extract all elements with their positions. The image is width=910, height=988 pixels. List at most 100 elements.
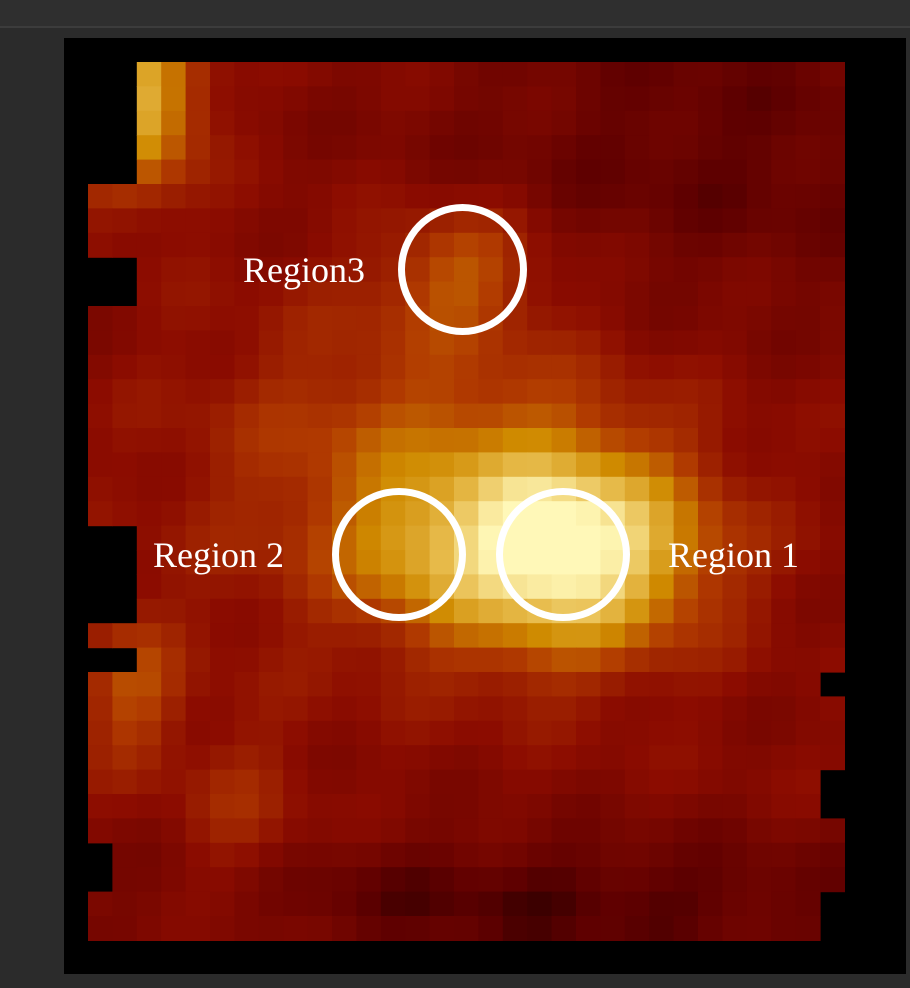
region-2-circle[interactable] <box>332 488 466 621</box>
heatmap-pixel <box>551 647 577 673</box>
heatmap-pixel <box>88 330 113 356</box>
heatmap-pixel <box>795 891 821 917</box>
heatmap-pixel <box>771 208 797 234</box>
heatmap-pixel <box>356 428 382 453</box>
heatmap-pixel <box>258 696 284 722</box>
heatmap-pixel <box>161 891 187 917</box>
heatmap-pixel <box>136 525 162 551</box>
heatmap-pixel <box>380 818 406 844</box>
heatmap-pixel <box>454 794 479 819</box>
heatmap-pixel <box>624 306 650 331</box>
heatmap-pixel <box>698 794 723 819</box>
heatmap-pixel <box>502 720 528 746</box>
heatmap-pixel <box>210 598 235 624</box>
heatmap-pixel <box>307 452 333 478</box>
heatmap-pixel <box>624 257 650 283</box>
heatmap-pixel <box>698 208 723 234</box>
heatmap-pixel <box>551 86 577 112</box>
heatmap-pixel <box>746 574 772 600</box>
heatmap-pixel <box>258 159 284 185</box>
heatmap-pixel <box>454 452 479 478</box>
heatmap-pixel <box>698 159 723 185</box>
heatmap-pixel <box>332 720 357 746</box>
heatmap-pixel <box>600 379 626 405</box>
heatmap-pixel <box>380 403 406 429</box>
heatmap-pixel <box>551 159 577 185</box>
region-3-circle[interactable] <box>398 204 527 335</box>
heatmap-pixel <box>746 647 772 673</box>
heatmap-pixel <box>307 672 333 697</box>
heatmap-pixel <box>454 623 479 649</box>
heatmap-pixel <box>649 379 675 405</box>
heatmap-pixel <box>820 525 845 551</box>
heatmap-pixel <box>795 720 821 746</box>
heatmap-pixel <box>624 501 650 527</box>
heatmap-pixel <box>332 623 357 649</box>
heatmap-pixel <box>136 476 162 502</box>
heatmap-pixel <box>795 379 821 405</box>
heatmap-pixel <box>820 403 845 429</box>
heatmap-pixel <box>234 720 260 746</box>
heatmap-pixel <box>429 794 455 819</box>
heatmap-pixel <box>185 696 211 722</box>
heatmap-pixel <box>649 501 675 527</box>
heatmap-pixel <box>356 647 382 673</box>
heatmap-pixel <box>258 598 284 624</box>
heatmap-pixel <box>380 745 406 771</box>
heatmap-pixel <box>380 428 406 453</box>
heatmap-pixel <box>478 86 504 112</box>
heatmap-pixel <box>429 818 455 844</box>
heatmap-pixel <box>527 330 553 356</box>
heatmap-pixel <box>112 330 138 356</box>
heatmap-pixel <box>380 62 406 87</box>
heatmap-pixel <box>771 574 797 600</box>
heatmap-pixel <box>551 306 577 331</box>
heatmap-pixel <box>673 354 699 380</box>
heatmap-pixel <box>429 696 455 722</box>
heatmap-pixel <box>161 62 187 87</box>
heatmap-pixel <box>283 769 309 795</box>
heatmap-pixel <box>405 330 431 356</box>
heatmap-pixel <box>161 647 187 673</box>
heatmap-pixel <box>356 281 382 307</box>
heatmap-pixel <box>820 598 845 624</box>
heatmap-pixel <box>722 476 748 502</box>
heatmap-pixel <box>746 672 772 697</box>
heatmap-pixel <box>356 842 382 868</box>
heatmap-pixel <box>356 257 382 283</box>
heatmap-pixel <box>551 818 577 844</box>
heatmap-pixel <box>234 598 260 624</box>
heatmap-pixel <box>185 769 211 795</box>
heatmap-pixel <box>210 110 235 136</box>
heatmap-pixel <box>649 842 675 868</box>
heatmap-pixel <box>722 330 748 356</box>
heatmap-pixel <box>502 842 528 868</box>
heatmap-pixel <box>161 818 187 844</box>
heatmap-pixel <box>478 696 504 722</box>
heatmap-pixel <box>112 623 138 649</box>
heatmap-pixel <box>112 428 138 453</box>
heatmap-pixel <box>551 257 577 283</box>
heatmap-pixel <box>258 891 284 917</box>
heatmap-pixel <box>673 623 699 649</box>
heatmap-pixel <box>746 794 772 819</box>
heatmap-pixel <box>234 208 260 234</box>
heatmap-pixel <box>136 159 162 185</box>
heatmap-pixel <box>795 403 821 429</box>
heatmap-pixel <box>234 916 260 941</box>
heatmap-pixel <box>161 159 187 185</box>
heatmap-pixel <box>698 916 723 941</box>
heatmap-pixel <box>673 184 699 209</box>
heatmap-pixel <box>258 208 284 234</box>
region-1-circle[interactable] <box>496 488 630 621</box>
heatmap-pixel <box>258 257 284 283</box>
heatmap-pixel <box>429 330 455 356</box>
heatmap-pixel <box>356 354 382 380</box>
heatmap-pixel <box>161 525 187 551</box>
heatmap-pixel <box>527 818 553 844</box>
heatmap-pixel <box>332 428 357 453</box>
heatmap-pixel <box>454 647 479 673</box>
heatmap-pixel <box>332 794 357 819</box>
heatmap-pixel <box>771 916 797 941</box>
heatmap-pixel <box>380 794 406 819</box>
